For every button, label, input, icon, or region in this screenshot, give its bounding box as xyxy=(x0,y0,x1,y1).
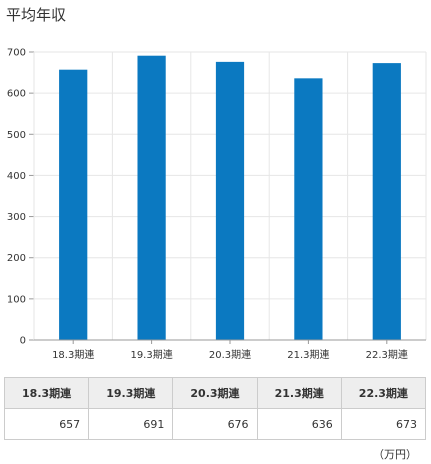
page-title: 平均年収 xyxy=(6,6,67,24)
table-header-cell: 21.3期連 xyxy=(256,377,342,409)
bar xyxy=(294,78,323,341)
table-cell: 691 xyxy=(88,408,174,440)
y-tick-label: 300 xyxy=(7,212,26,223)
table-row: 657 691 676 636 673 xyxy=(3,408,427,440)
table-header-cell: 20.3期連 xyxy=(172,377,258,409)
y-tick-label: 100 xyxy=(7,294,26,305)
bar-chart: 0 100 200 300 400 500 600 700 18.3期連 19.3期連 20.3期連… xyxy=(7,48,427,361)
table-header-cell: 22.3期連 xyxy=(340,377,427,409)
x-tick-label: 21.3期連 xyxy=(287,348,329,361)
y-tick-label: 0 xyxy=(20,336,26,347)
chart-area: 0 100 200 300 400 500 600 700 18.3期連 19.3期連 20.3期連… xyxy=(0,34,431,374)
y-tick-label: 700 xyxy=(7,48,26,59)
y-tick-label: 200 xyxy=(7,253,26,264)
x-tick-label: 18.3期連 xyxy=(52,348,94,361)
data-table: 18.3期連 19.3期連 20.3期連 21.3期連 22.3期連 657 6… xyxy=(3,377,427,440)
x-tick-label: 22.3期連 xyxy=(366,348,408,361)
bar xyxy=(137,55,166,341)
unit-note: （万円） xyxy=(373,448,417,461)
table-cell: 676 xyxy=(172,408,258,440)
table-cell: 673 xyxy=(340,408,427,440)
table-cell: 636 xyxy=(256,408,342,440)
x-tick-label: 20.3期連 xyxy=(209,348,251,361)
bar xyxy=(372,63,401,340)
y-tick-label: 500 xyxy=(7,130,26,141)
bar xyxy=(215,61,245,340)
bar xyxy=(59,69,88,340)
table-cell: 657 xyxy=(3,408,90,440)
table-header-row: 18.3期連 19.3期連 20.3期連 21.3期連 22.3期連 xyxy=(3,377,427,409)
y-tick-label: 400 xyxy=(7,171,26,182)
x-tick-label: 19.3期連 xyxy=(130,348,172,361)
y-tick-label: 600 xyxy=(7,89,26,100)
table-header-cell: 19.3期連 xyxy=(88,377,174,409)
table-header-cell: 18.3期連 xyxy=(3,377,90,409)
